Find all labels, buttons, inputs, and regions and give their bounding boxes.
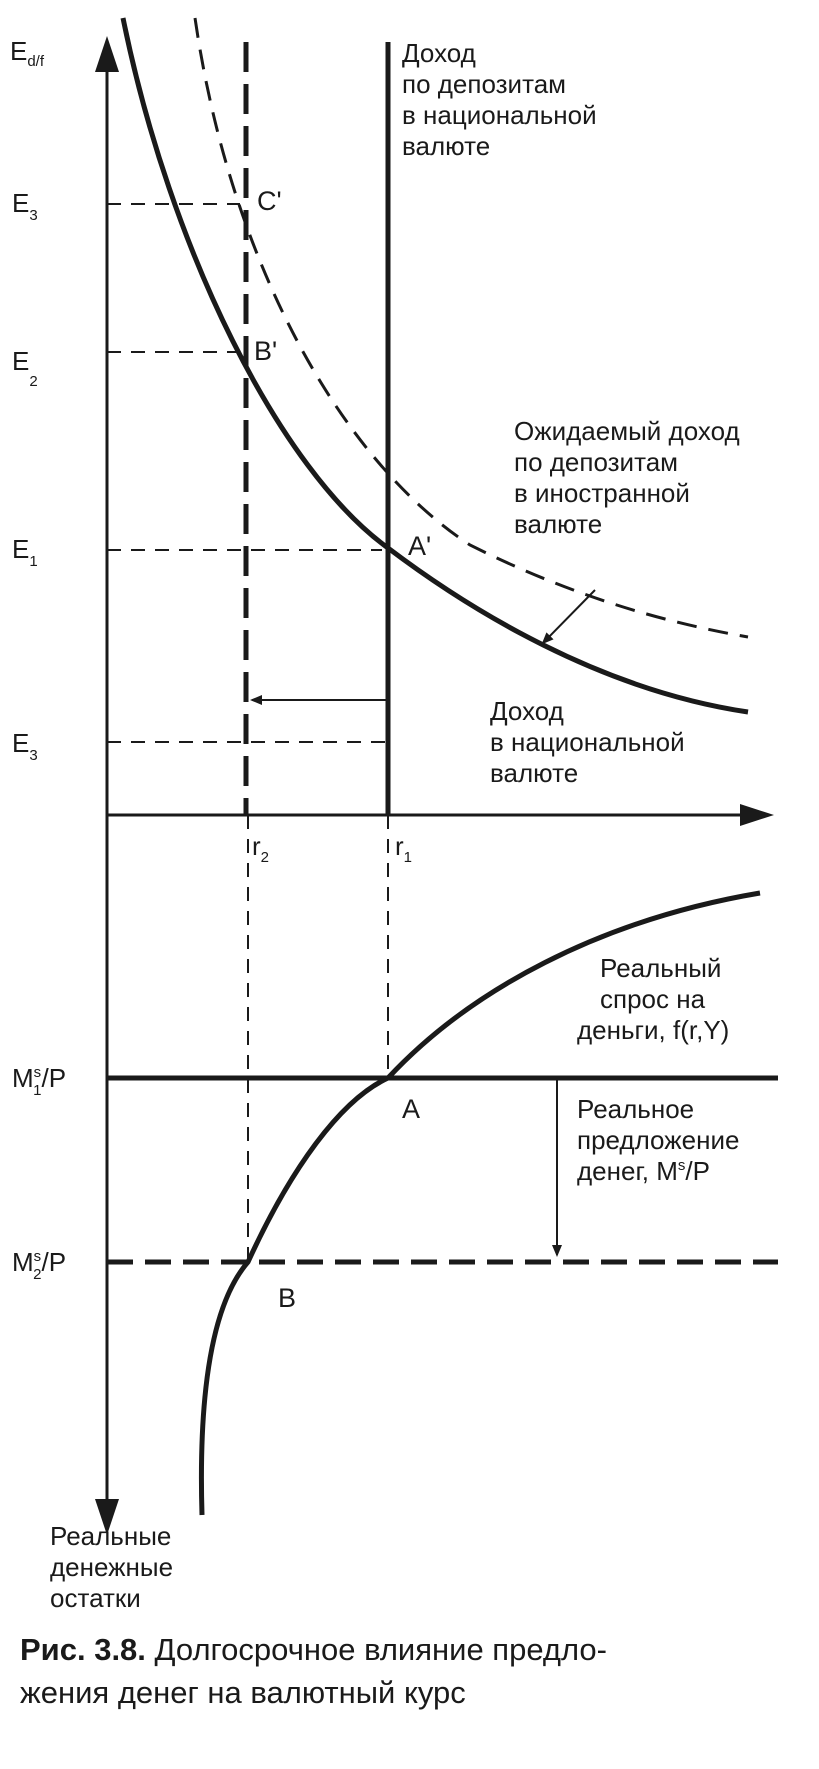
- horizontal-axis-arrowhead: [740, 804, 774, 826]
- exchange-rate-money-supply-diagram: Ed/f E3 E2 E1 E3 r2 r1 C' B' A' A B Ms 1/…: [10, 17, 778, 1613]
- point-c-prime: C': [257, 186, 282, 216]
- axis-down-arrowhead: [95, 1499, 119, 1535]
- ms1-label: Ms 1/P: [12, 1063, 66, 1099]
- expected-foreign-return-curve: [120, 17, 749, 715]
- axis-up-arrowhead: [95, 36, 119, 72]
- caption-line-2: жения денег на валютный курс: [20, 1675, 466, 1710]
- curve-shift-arrow: [541, 589, 596, 645]
- money-supply-annotation: Реальное предложение денег, Ms/P: [577, 1094, 747, 1186]
- point-a-prime: A': [408, 531, 431, 561]
- figure-caption: Рис. 3.8. Долгосрочное влияние предло- ж…: [20, 1628, 810, 1714]
- guide-lines: [107, 203, 389, 1262]
- point-a: A: [402, 1094, 420, 1124]
- point-b-prime: B': [254, 336, 277, 366]
- caption-number: Рис. 3.8.: [20, 1632, 146, 1667]
- money-demand-annotation: Реальный спрос на деньги, f(r,Y): [577, 953, 729, 1045]
- real-balances-annotation: Реальные денежные остатки: [50, 1521, 180, 1613]
- expected-foreign-return-curve-shifted: [193, 17, 749, 639]
- r2-label: r2: [252, 831, 269, 866]
- domestic-return-mid-annotation: Доход в национальной валюте: [490, 696, 692, 788]
- ms2-label: Ms 2/P: [12, 1247, 66, 1283]
- money-demand-curve: [198, 890, 761, 1516]
- domestic-return-annotation: Доход по депозитам в национальной валюте: [402, 38, 604, 161]
- caption-line-1: Долгосрочное влияние предло-: [154, 1632, 607, 1667]
- point-b: B: [278, 1283, 296, 1313]
- e2-label: E2: [12, 346, 38, 390]
- expected-foreign-return-annotation: Ожидаемый доход по депозитам в иностранн…: [514, 416, 747, 539]
- e3-bottom-label: E3: [12, 728, 38, 764]
- e1-label: E1: [12, 534, 38, 570]
- r1-label: r1: [395, 831, 412, 866]
- e3-top-label: E3: [12, 188, 38, 224]
- exchange-rate-axis-label: Ed/f: [10, 36, 45, 70]
